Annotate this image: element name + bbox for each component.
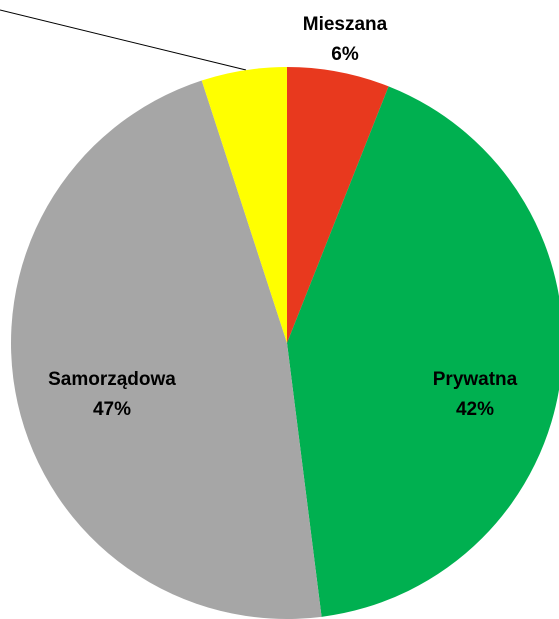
pie-slice: [201, 67, 287, 343]
slice-value-label: 47%: [93, 399, 131, 420]
pie-slice: [287, 67, 389, 343]
leader-line: [0, 9, 247, 71]
slice-label: Mieszana: [303, 14, 388, 35]
slice-value-label: 6%: [331, 44, 359, 65]
pie-slice: [287, 86, 559, 617]
slice-label: Prywatna: [433, 369, 518, 390]
slice-value-label: 42%: [456, 399, 494, 420]
pie-slice: [10, 80, 322, 619]
slice-label: Samorządowa: [48, 369, 176, 390]
